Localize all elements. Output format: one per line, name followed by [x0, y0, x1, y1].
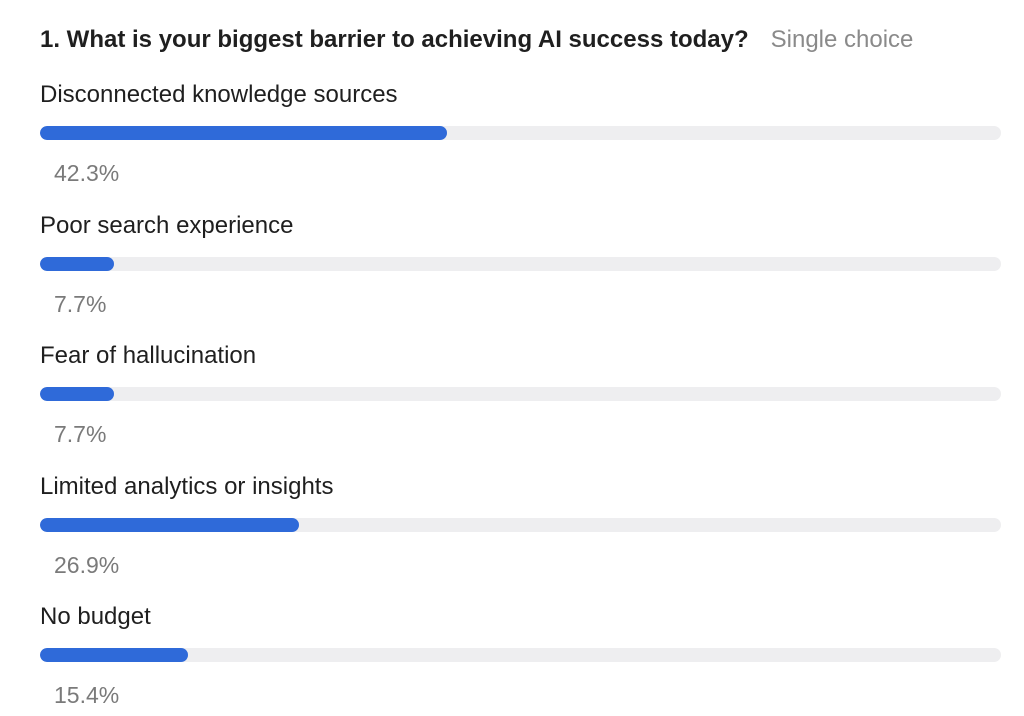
result-bar-track	[40, 126, 1001, 140]
option-label: No budget	[40, 603, 151, 630]
poll-option: Limited analytics or insights 26.9%	[40, 472, 1001, 582]
poll-option: No budget 15.4%	[40, 602, 1001, 712]
option-percent: 15.4%	[54, 682, 120, 708]
question-header: 1. What is your biggest barrier to achie…	[40, 24, 913, 56]
poll-option: Fear of hallucination 7.7%	[40, 341, 1001, 451]
question-title: 1. What is your biggest barrier to achie…	[40, 26, 749, 53]
result-bar-fill	[40, 387, 114, 401]
option-label: Fear of hallucination	[40, 342, 257, 369]
poll-option: Disconnected knowledge sources 42.3%	[40, 80, 1001, 190]
option-label: Disconnected knowledge sources	[40, 81, 398, 108]
option-percent: 26.9%	[54, 552, 120, 578]
result-bar-track	[40, 518, 1001, 532]
result-bar-fill	[40, 648, 188, 662]
option-label: Poor search experience	[40, 212, 294, 239]
result-bar-fill	[40, 257, 114, 271]
option-percent: 42.3%	[54, 160, 120, 186]
option-percent: 7.7%	[54, 421, 107, 447]
result-bar-track	[40, 648, 1001, 662]
result-bar-track	[40, 387, 1001, 401]
poll-option: Poor search experience 7.7%	[40, 211, 1001, 321]
result-bar-track	[40, 257, 1001, 271]
result-bar-fill	[40, 518, 299, 532]
question-type-label: Single choice	[770, 26, 914, 53]
option-percent: 7.7%	[54, 291, 107, 317]
option-label: Limited analytics or insights	[40, 473, 334, 500]
result-bar-fill	[40, 126, 447, 140]
